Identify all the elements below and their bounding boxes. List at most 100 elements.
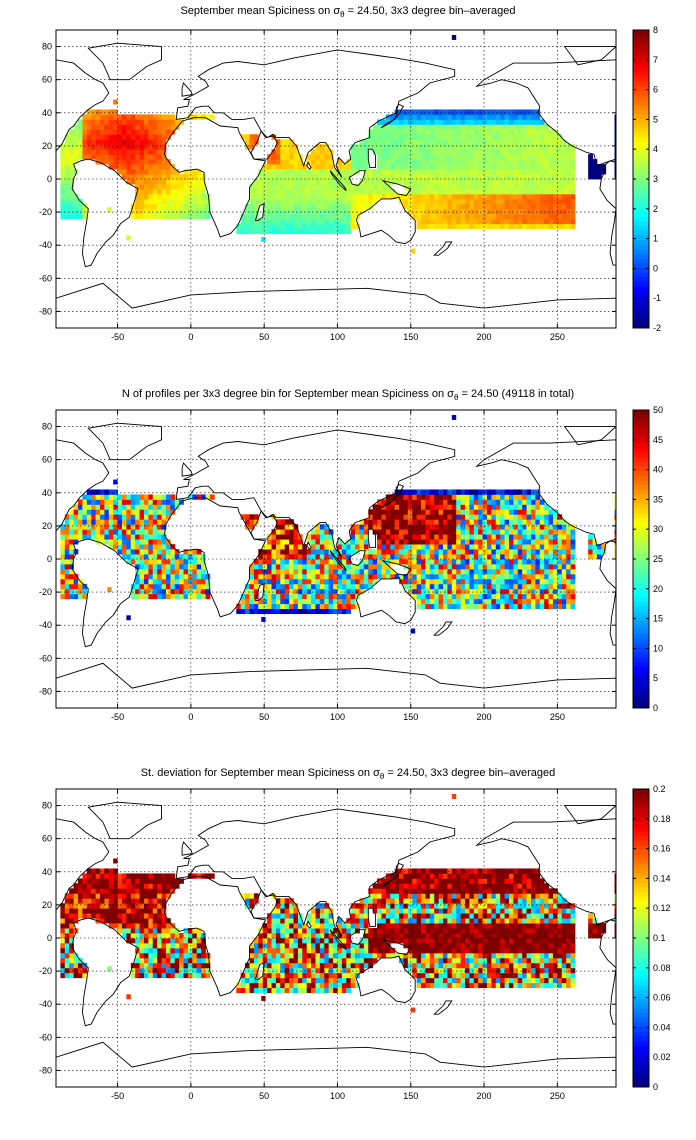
data-cell (196, 563, 202, 570)
data-cell (91, 154, 96, 160)
data-cell (86, 534, 92, 540)
data-cell (513, 489, 519, 495)
data-cell (271, 583, 277, 590)
data-cell (368, 179, 374, 185)
data-cell (333, 588, 338, 595)
data-cell (121, 124, 127, 130)
data-cell (341, 573, 347, 580)
data-cell (174, 554, 180, 560)
data-cell (460, 193, 466, 200)
data-cell (443, 593, 448, 600)
data-cell (135, 509, 140, 515)
data-cell (443, 952, 448, 959)
data-cell (275, 608, 281, 615)
data-cell (205, 957, 211, 964)
data-cell (121, 504, 127, 510)
data-cell (486, 514, 492, 520)
data-cell (566, 563, 571, 570)
data-cell (482, 952, 488, 959)
data-cell (478, 967, 483, 974)
data-cell (271, 159, 277, 165)
data-cell (438, 977, 444, 984)
data-cell (104, 124, 110, 130)
data-cell (99, 534, 105, 540)
data-cell (539, 169, 545, 175)
colorbar-segment (633, 428, 649, 434)
x-tick-label: 50 (259, 332, 269, 342)
data-cell (157, 947, 162, 954)
data-cell (478, 203, 483, 210)
data-cell (508, 223, 514, 230)
data-cell (447, 549, 453, 555)
data-cell (535, 952, 541, 959)
data-cell (249, 967, 255, 974)
colorbar-segment (633, 127, 649, 133)
data-cell (139, 193, 145, 200)
data-cell (588, 534, 593, 540)
data-cell (148, 957, 154, 964)
data-cell (500, 188, 505, 195)
data-cell (60, 573, 66, 580)
data-cell (399, 519, 404, 525)
data-cell (469, 514, 475, 520)
data-cell (552, 179, 558, 185)
data-cell (319, 563, 325, 570)
data-cell (275, 534, 281, 540)
data-cell (443, 223, 448, 230)
data-cell (535, 489, 541, 495)
data-cell (306, 169, 312, 175)
data-cell (390, 193, 396, 200)
data-cell (482, 124, 488, 130)
data-cell (513, 494, 519, 500)
data-cell (500, 578, 505, 585)
data-cell (249, 573, 255, 580)
data-cell (456, 947, 462, 954)
data-cell (275, 554, 281, 560)
data-cell (425, 598, 431, 605)
data-cell (293, 982, 299, 989)
data-cell (592, 164, 598, 170)
data-cell (429, 109, 435, 115)
data-cell (289, 524, 294, 530)
data-cell (86, 149, 92, 155)
data-cell (192, 208, 198, 215)
data-cell (377, 129, 382, 135)
data-cell (324, 223, 330, 230)
data-cell (390, 174, 396, 180)
data-cell (530, 193, 536, 200)
data-cell (205, 588, 211, 595)
data-cell (434, 169, 440, 175)
data-cell (614, 499, 616, 505)
data-cell (64, 524, 70, 530)
data-cell (117, 119, 123, 125)
data-cell (407, 573, 413, 580)
colorbar-segment (633, 489, 649, 495)
data-cell (495, 967, 501, 974)
data-cell (108, 509, 114, 515)
data-cell (91, 489, 96, 495)
data-cell (355, 198, 360, 205)
data-cell (526, 144, 532, 150)
data-cell (407, 524, 413, 530)
data-cell (443, 972, 448, 979)
data-cell (421, 534, 426, 540)
data-cell (429, 213, 435, 220)
data-cell (306, 563, 312, 570)
colorbar-segment (633, 694, 649, 700)
data-cell (469, 154, 475, 160)
data-cell (434, 504, 440, 510)
data-cell (412, 179, 418, 185)
data-cell (478, 972, 483, 979)
data-cell (258, 193, 264, 200)
data-cell (416, 149, 422, 155)
data-cell (121, 519, 127, 525)
data-cell (456, 962, 462, 969)
data-cell (117, 124, 123, 130)
data-cell (69, 154, 74, 160)
data-cell (64, 159, 70, 165)
y-tick-label: 40 (42, 108, 52, 118)
data-cell (174, 952, 180, 959)
data-cell (456, 598, 462, 605)
data-cell (60, 583, 66, 590)
data-cell (350, 549, 356, 555)
